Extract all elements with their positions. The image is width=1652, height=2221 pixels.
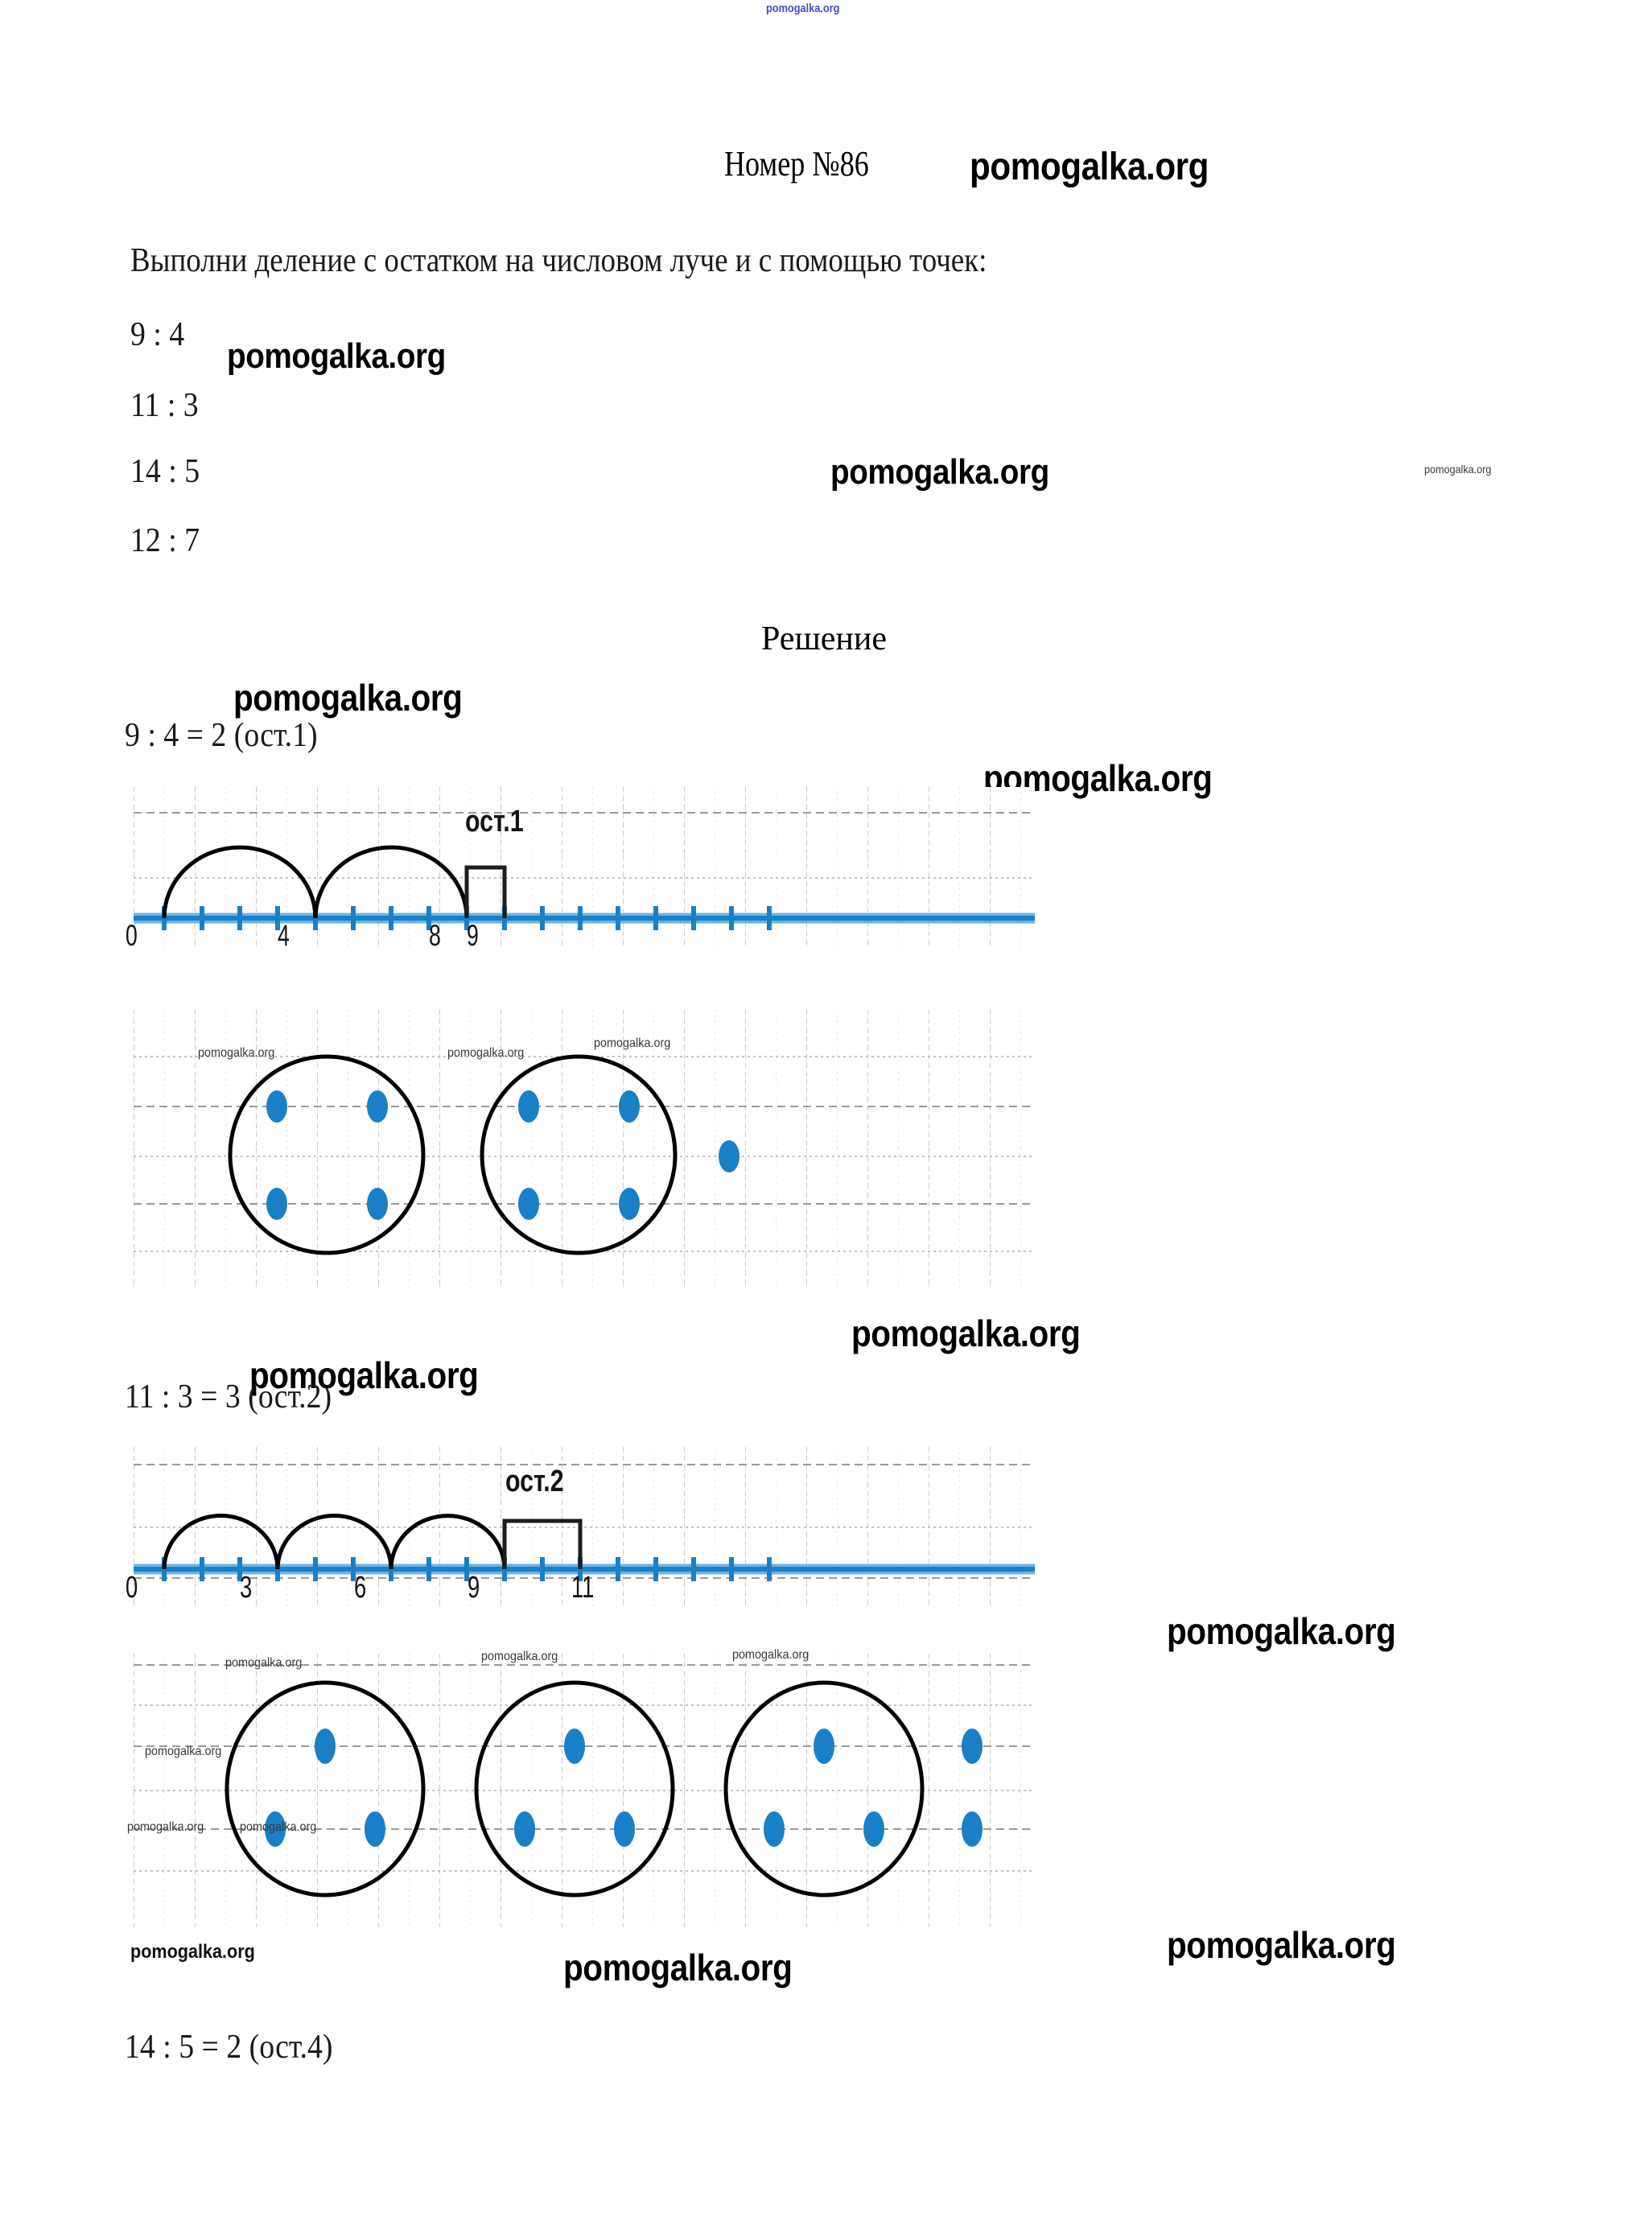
watermark-dots2-g: pomogalka.org xyxy=(130,1941,255,1963)
watermark-dots2-b: pomogalka.org xyxy=(481,1650,558,1663)
task-item-1: 11 : 3 xyxy=(130,387,199,424)
task-item-3: 12 : 7 xyxy=(130,522,200,559)
remainder-bracket xyxy=(502,1518,583,1569)
remainder-dots xyxy=(962,1729,983,1847)
watermark-sol2-c: pomogalka.org xyxy=(1167,1924,1396,1966)
watermark-dots2-a: pomogalka.org xyxy=(225,1656,303,1670)
remainder-dots xyxy=(719,1140,739,1172)
watermark-dots2-e: pomogalka.org xyxy=(127,1820,204,1834)
watermark-title: pomogalka.org xyxy=(970,146,1209,188)
solution-expression-0: 9 : 4 = 2 (ост.1) xyxy=(125,717,318,754)
grid-background xyxy=(134,1447,1035,1608)
number-axis xyxy=(134,906,1035,930)
watermark-sol1-c: pomogalka.org xyxy=(851,1312,1081,1354)
dot-group-circles xyxy=(228,1054,678,1255)
dot-group-circles xyxy=(225,1680,925,1898)
axis-tick-label-0: 0 xyxy=(126,919,138,952)
jump-arcs xyxy=(162,1514,507,1570)
watermark-sol2-d: pomogalka.org xyxy=(563,1947,793,1988)
dot-group-2-dots xyxy=(514,1729,635,1847)
watermark-task-2-small: pomogalka.org xyxy=(1424,463,1492,476)
grid-background xyxy=(134,787,1035,948)
axis-tick-label2-3: 9 xyxy=(468,1571,480,1605)
remainder-label-2: ост.2 xyxy=(505,1465,564,1498)
task-item-0: 9 : 4 xyxy=(130,316,185,353)
watermark-dots2-f: pomogalka.org xyxy=(240,1820,317,1834)
task-prompt: Выполни деление с остатком на числовом л… xyxy=(130,242,987,279)
dots-diagram-1 xyxy=(134,1010,1035,1288)
dot-group-1-dots xyxy=(265,1729,385,1847)
page-title: Номер №86 xyxy=(724,144,869,183)
axis-tick-label2-4: 11 xyxy=(571,1571,595,1605)
watermark-sol2-a: pomogalka.org xyxy=(249,1354,479,1396)
watermark-sol1-a: pomogalka.org xyxy=(233,677,463,719)
grid-background xyxy=(134,1654,1035,1927)
axis-tick-label2-2: 6 xyxy=(354,1571,367,1605)
watermark-dots1-c: pomogalka.org xyxy=(594,1036,671,1050)
watermark-dots2-c: pomogalka.org xyxy=(732,1648,810,1662)
axis-tick-label2-0: 0 xyxy=(126,1571,138,1605)
axis-tick-label-3: 9 xyxy=(467,919,479,952)
watermark-sol2-b: pomogalka.org xyxy=(1167,1610,1396,1652)
solution-heading: Решение xyxy=(761,620,888,657)
watermark-task-1: pomogalka.org xyxy=(227,336,446,376)
dot-group-2-dots xyxy=(518,1090,640,1220)
axis-tick-label-2: 8 xyxy=(429,919,441,952)
watermark-dots1-a: pomogalka.org xyxy=(198,1046,275,1060)
solution-expression-1: 11 : 3 = 3 (ост.2) xyxy=(125,1378,332,1415)
watermark-top: pomogalka.org xyxy=(766,2,840,15)
dot-group-1-dots xyxy=(266,1090,388,1220)
jump-arcs xyxy=(162,845,469,919)
solution-expression-2: 14 : 5 = 2 (ост.4) xyxy=(125,2029,333,2066)
axis-tick-label2-1: 3 xyxy=(240,1571,253,1605)
axis-tick-label-1: 4 xyxy=(278,919,290,952)
dots-diagram-2 xyxy=(134,1654,1035,1927)
remainder-label-1: ост.1 xyxy=(465,805,524,839)
remainder-bracket xyxy=(464,865,507,918)
dot-group-3-dots xyxy=(764,1729,884,1847)
numberline-diagram-1 xyxy=(134,787,1035,948)
watermark-dots2-d: pomogalka.org xyxy=(145,1745,222,1758)
numberline-diagram-2 xyxy=(134,1447,1035,1608)
watermark-dots1-b: pomogalka.org xyxy=(447,1046,525,1060)
watermark-task-2: pomogalka.org xyxy=(830,452,1049,492)
task-item-2: 14 : 5 xyxy=(130,453,200,490)
